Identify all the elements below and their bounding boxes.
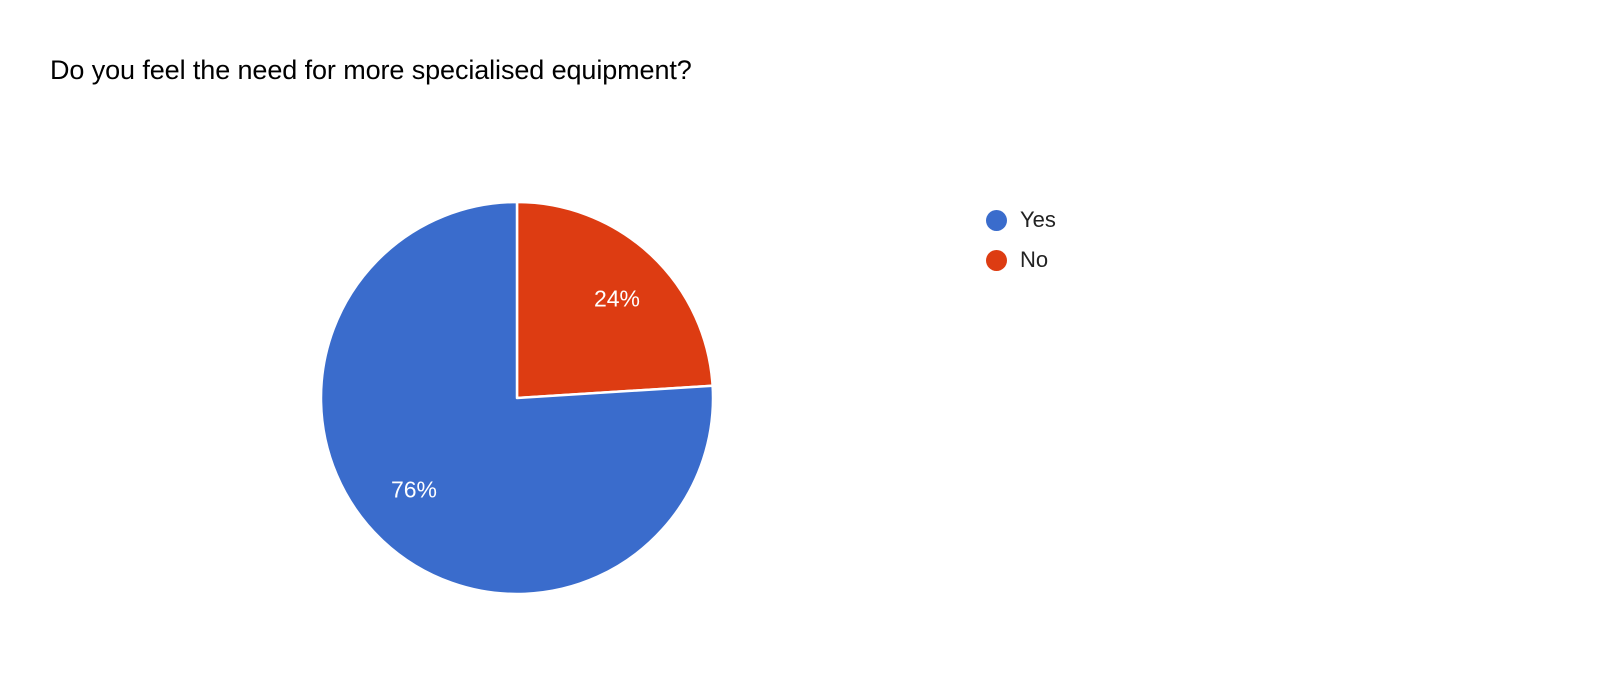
legend-item-no[interactable]: No: [986, 240, 1056, 280]
pie-slice-no[interactable]: [515, 200, 714, 400]
pie-slices-group: [319, 200, 715, 596]
legend-color-swatch-circle-icon: [986, 249, 1007, 271]
chart-legend: Yes No: [986, 200, 1056, 280]
pie-slice-yes[interactable]: [319, 200, 715, 596]
legend-item-label: Yes: [1020, 207, 1056, 232]
chart-title: Do you feel the need for more specialise…: [50, 55, 692, 85]
legend-item-yes[interactable]: Yes: [986, 200, 1056, 240]
legend-item-label: No: [1020, 247, 1049, 272]
legend-color-swatch-circle-icon: [986, 209, 1007, 231]
